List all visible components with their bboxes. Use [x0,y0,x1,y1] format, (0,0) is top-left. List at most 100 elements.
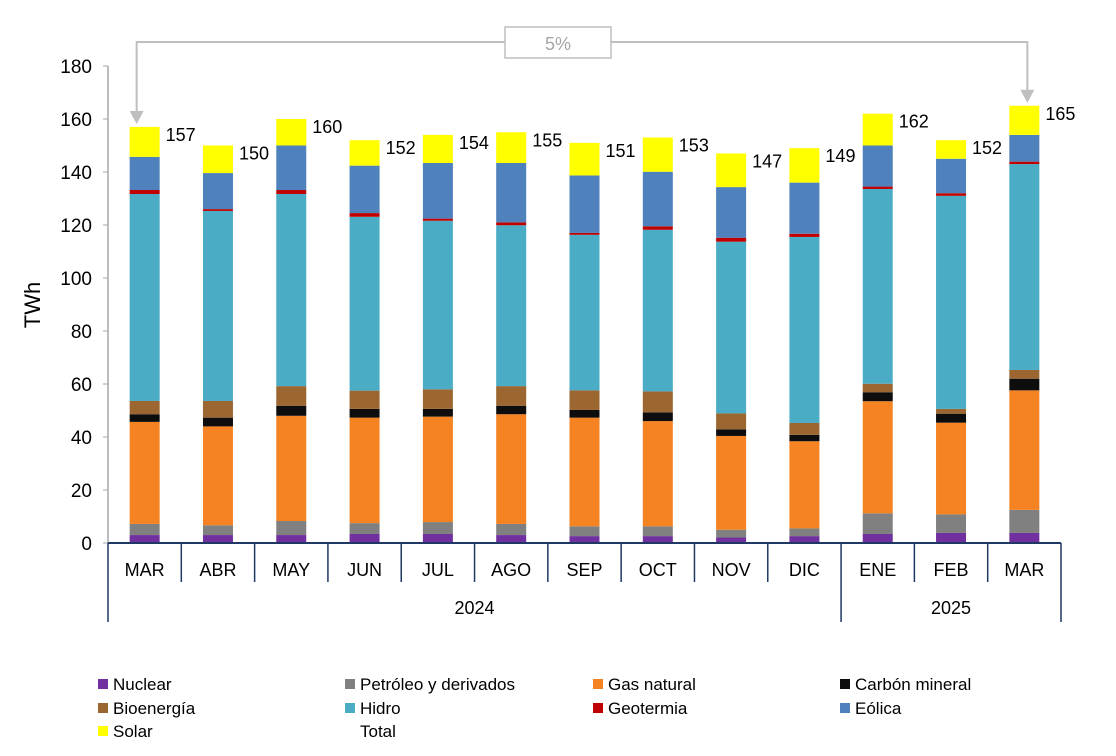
bar-segment-geotermia [642,226,673,230]
bar-segment-carb-n-mineral [496,405,527,415]
bar-segment-hidro [422,220,453,390]
legend-swatch [593,703,603,713]
bar-segment-nuclear [642,536,673,543]
y-tick-label: 40 [71,428,92,449]
bar-segment-bioenerg-a [716,413,747,430]
bar-segment-solar [202,145,233,174]
growth-annotation: 5% [129,26,1035,124]
bar-segment-geotermia [569,232,600,235]
year-group-label: 2025 [931,598,971,618]
bar-segment-geotermia [716,237,747,242]
bar-segment-petr-leo-y-derivados [1009,509,1040,533]
bar-segment-solar [569,142,600,176]
x-tick-label: MAR [1004,560,1044,580]
bar-segment-bioenerg-a [422,389,453,409]
bar-segment-bioenerg-a [569,390,600,410]
bar-segment-gas-natural [862,401,893,514]
bar-segment-e-lica [349,165,380,214]
bar-segment-gas-natural [642,421,673,527]
bar-segment-petr-leo-y-derivados [496,523,527,536]
legend-swatch [840,679,850,689]
y-tick-label: 160 [60,110,92,131]
bar-segment-solar [716,153,747,188]
legend-swatch [593,679,603,689]
bar-segment-bioenerg-a [349,390,380,409]
bar-segment-solar [642,137,673,172]
y-axis: 0 20 40 60 80 100 120 140 160 180 [60,57,109,555]
legend-swatch [345,679,355,689]
bar-segment-petr-leo-y-derivados [789,528,820,537]
x-tick-label: AGO [491,560,531,580]
x-axis: MAR ABR MAY JUN JUL AGO SEP OCT NOV DIC ENE FEB MAR 2… [107,542,1062,622]
bar-segment-petr-leo-y-derivados [642,526,673,537]
bar-segment-carb-n-mineral [349,408,380,418]
x-tick-label: MAY [272,560,310,580]
bar-segment-carb-n-mineral [202,417,233,427]
y-tick-label: 20 [71,481,92,502]
bar-segment-gas-natural [936,422,967,515]
bar-segment-gas-natural [716,435,747,530]
bar-segment-carb-n-mineral [936,413,967,423]
bar-segment-bioenerg-a [1009,369,1040,379]
x-tick-label: DIC [789,560,820,580]
bar-segment-carb-n-mineral [422,408,453,417]
bar-segment-solar [276,119,307,146]
bar-segment-nuclear [422,533,453,543]
bar-segment-hidro [202,210,233,401]
total-label: 151 [606,141,636,161]
bar-segment-gas-natural [789,441,820,529]
annotation-box [504,26,612,59]
bar-segment-bioenerg-a [276,386,307,406]
bar-segment-hidro [642,229,673,392]
bar-segment-petr-leo-y-derivados [349,523,380,534]
bar-segment-gas-natural [129,421,160,524]
bar-segment-nuclear [1009,532,1040,543]
bar-segment-e-lica [276,145,307,191]
bar-segment-nuclear [862,533,893,543]
bar-segment-hidro [349,216,380,391]
bar-segment-carb-n-mineral [716,429,747,436]
bar-segment-geotermia [936,193,967,196]
y-tick-label: 180 [60,57,92,78]
bar-segment-e-lica [1009,134,1040,162]
total-label: 150 [239,144,269,164]
legend-item: Eólica [855,699,902,718]
bar-segment-hidro [862,188,893,384]
bar-segment-geotermia [349,213,380,217]
legend-swatch [840,703,850,713]
bar-segment-geotermia [422,218,453,221]
legend-item: Bioenergía [113,699,196,718]
bar-segment-bioenerg-a [129,400,160,415]
legend-swatch [345,703,355,713]
bar-segment-petr-leo-y-derivados [129,523,160,536]
bar-segment-bioenerg-a [789,422,820,435]
bar-segment-hidro [496,225,527,387]
bar-segment-e-lica [496,162,527,223]
x-tick-label: OCT [639,560,677,580]
total-labels: 157 150 160 152 154 155 151 153 147 149 162 152 165 [166,104,1076,172]
bar-segment-gas-natural [496,414,527,524]
bar-segment-bioenerg-a [642,391,673,413]
y-tick-label: 0 [81,534,92,555]
x-tick-label: ENE [859,560,896,580]
bar-segment-nuclear [202,535,233,543]
bars [129,105,1040,543]
legend-item: Total [360,722,396,741]
bar-segment-petr-leo-y-derivados [422,522,453,534]
y-tick-label: 60 [71,375,92,396]
total-label: 155 [532,130,562,150]
bar-segment-hidro [789,236,820,423]
bar-segment-solar [936,140,967,159]
total-label: 152 [972,138,1002,158]
legend-item: Gas natural [608,675,696,694]
y-axis-label: TWh [20,282,45,328]
bar-segment-e-lica [789,182,820,234]
bar-segment-bioenerg-a [936,408,967,414]
y-tick-label: 80 [71,322,92,343]
total-label: 149 [825,146,855,166]
bar-segment-solar [789,148,820,183]
bar-segment-geotermia [789,233,820,237]
x-tick-label: JUN [347,560,382,580]
bar-segment-carb-n-mineral [642,412,673,422]
total-label: 165 [1045,104,1075,124]
